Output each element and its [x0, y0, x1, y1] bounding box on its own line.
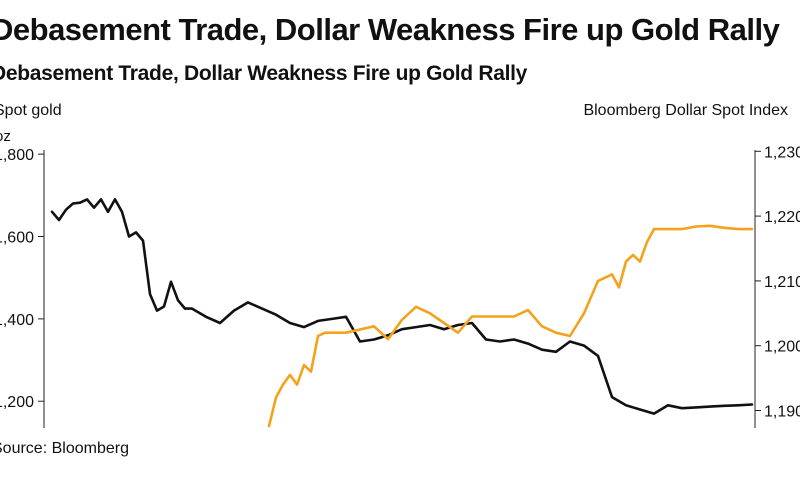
left-axis-tick-label: 1,800 [0, 147, 34, 164]
chart-subtitle: Debasement Trade, Dollar Weakness Fire u… [0, 62, 528, 85]
right-axis-title: Bloomberg Dollar Spot Index [583, 102, 788, 119]
left-axis-tick-label: 1,200 [0, 394, 34, 411]
right-axis-tick-label: 1,230 [764, 144, 800, 161]
left-axis-title: Spot gold [0, 102, 62, 119]
left-axis-tick-label: 1,600 [0, 229, 34, 246]
left-axis-unit: oz [0, 128, 11, 145]
right-axis-tick-label: 1,220 [764, 209, 800, 226]
right-axis-tick-label: 1,190 [764, 404, 800, 421]
spot-gold-line [50, 198, 754, 415]
source-note: Source: Bloomberg [0, 440, 129, 457]
chart-title: Debasement Trade, Dollar Weakness Fire u… [0, 12, 780, 47]
right-axis-tick-label: 1,200 [764, 339, 800, 356]
left-axis-tick-label: 1,400 [0, 312, 34, 329]
right-axis-tick-label: 1,210 [764, 274, 800, 291]
dollar-index-line [267, 224, 754, 428]
